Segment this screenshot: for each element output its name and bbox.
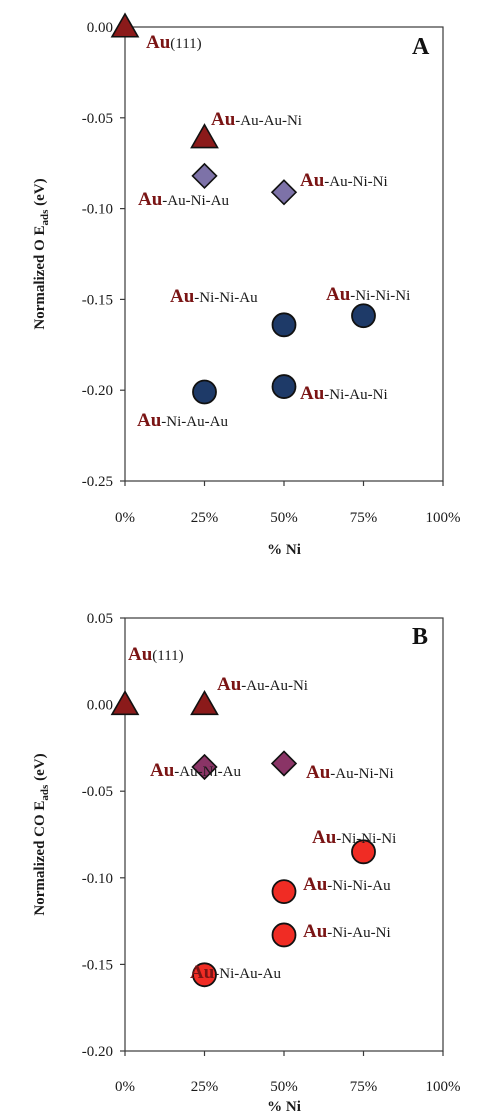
point-label: Au-Au-Ni-Au [150, 760, 241, 781]
plot-frame [124, 26, 444, 482]
point-label: Au-Ni-Ni-Au [170, 286, 258, 307]
x-tick-label: 100% [426, 1079, 461, 1095]
point-label: Au-Au-Au-Ni [217, 674, 308, 695]
x-tick-label: 0% [115, 1079, 135, 1095]
point-label: Au(111) [128, 644, 184, 665]
diamond-marker [191, 162, 218, 190]
circle-marker [271, 374, 297, 399]
point-label: Au-Ni-Ni-Ni [312, 827, 396, 848]
point-label: Au-Ni-Ni-Au [303, 874, 391, 895]
diamond-marker [191, 753, 218, 781]
circle-marker [192, 379, 217, 405]
point-label: Au-Ni-Au-Ni [300, 383, 388, 404]
x-tick-label: 75% [350, 1079, 378, 1095]
y-tick-label: -0.15 [82, 292, 113, 308]
y-tick-label: -0.10 [82, 202, 113, 218]
triangle-marker [190, 689, 219, 716]
circle-marker [271, 879, 297, 905]
x-tick-label: 0% [115, 510, 135, 526]
point-label: Au-Ni-Au-Au [137, 410, 228, 431]
y-tick-label: -0.15 [82, 957, 113, 973]
y-tick-label: 0.00 [87, 698, 113, 714]
panel-letter: A [412, 34, 430, 60]
circle-marker [351, 303, 376, 329]
x-tick-label: 50% [270, 510, 298, 526]
triangle-marker [190, 123, 219, 149]
y-tick-label: 0.05 [87, 611, 113, 627]
y-axis-label: Normalized O Eads (eV) [32, 178, 51, 329]
x-tick-label: 100% [426, 510, 461, 526]
x-tick-label: 75% [350, 510, 378, 526]
circle-marker [351, 839, 376, 865]
panel-a: 0.00 -0.05 -0.10 -0.15 -0.20 -0.25 0% 25% 50% 75%… [32, 12, 461, 558]
triangle-marker [110, 689, 140, 716]
y-axis-label: Normalized CO Eads (eV) [32, 753, 51, 915]
circle-marker [192, 962, 217, 988]
point-label: Au-Au-Ni-Au [138, 189, 229, 210]
y-tick-label: -0.05 [82, 784, 113, 800]
x-tick-label: 25% [191, 510, 219, 526]
triangle-marker [110, 12, 140, 38]
point-label: Au-Au-Au-Ni [211, 109, 302, 130]
y-tick-label: -0.25 [82, 474, 113, 490]
point-label: Au-Au-Ni-Ni [306, 762, 394, 783]
x-tick-label: 25% [191, 1079, 219, 1095]
circle-marker [271, 312, 297, 338]
point-label: Au-Ni-Au-Au [190, 962, 281, 983]
point-label: Au(111) [146, 32, 202, 53]
y-tick-label: -0.20 [82, 383, 113, 399]
panel-letter: B [412, 624, 428, 650]
x-tick-label: 50% [270, 1079, 298, 1095]
panel-b: 0.05 0.00 -0.05 -0.10 -0.15 -0.20 0% 25% 50% 75% 1… [32, 611, 461, 1115]
point-label: Au-Ni-Ni-Ni [326, 284, 410, 305]
y-tick-label: -0.05 [82, 111, 113, 127]
x-axis-label: % Ni [267, 542, 301, 558]
y-tick-label: -0.10 [82, 871, 113, 887]
diamond-marker [270, 750, 298, 777]
circle-marker [271, 922, 297, 948]
diamond-marker [270, 179, 298, 206]
y-tick-label: 0.00 [87, 20, 113, 36]
y-tick-label: -0.20 [82, 1044, 113, 1060]
point-label: Au-Ni-Au-Ni [303, 921, 391, 942]
x-axis-label: % Ni [267, 1099, 301, 1115]
point-label: Au-Au-Ni-Ni [300, 170, 388, 191]
